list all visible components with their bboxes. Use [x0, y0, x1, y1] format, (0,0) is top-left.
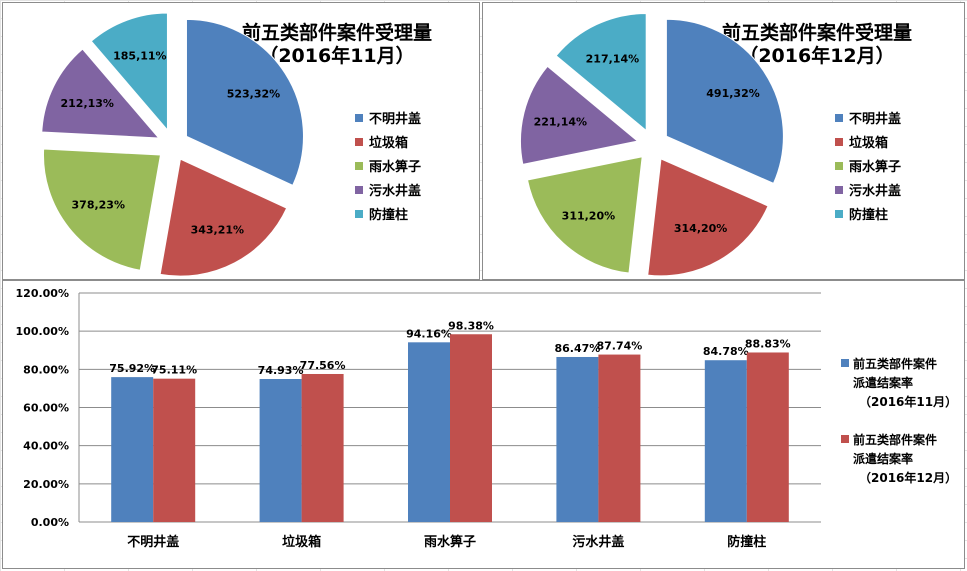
bar-chart-canvas: 0.00% 20.00% 40.00% 60.00% 80.00% 100.00% 120.…: [16, 287, 958, 550]
bar-1-1: [301, 373, 344, 522]
pie-nov-slice-1: [159, 158, 288, 277]
bar-1-4: [746, 352, 789, 522]
pie-nov-slice-label-1: 343,21%: [191, 224, 244, 237]
bar-legend-line-0-1: 派遣结案率: [853, 375, 913, 390]
pie-dec-slice-2: [526, 156, 643, 274]
bar-category-4: 防撞柱: [727, 534, 766, 550]
pie-dec-slice-label-4: 217,14%: [586, 52, 639, 65]
pie-dec-title: 前五类部件案件受理量: [722, 21, 912, 44]
bar-label-0-2: 94.16%: [406, 327, 452, 340]
pie-nov-legend-swatch-3: [355, 186, 363, 194]
pie-dec-legend-label-4: 防撞柱: [849, 207, 888, 223]
bar-1-0: [153, 378, 196, 522]
bar-1-2: [450, 334, 492, 522]
pie-nov-slice-0: [185, 18, 304, 186]
bar-legend-line-1-1: 派遣结案率: [853, 451, 913, 466]
bar-0-2: [408, 342, 450, 522]
bar-0-3: [556, 356, 599, 522]
pie-nov-slice-label-3: 212,13%: [60, 97, 113, 110]
pie-chart-nov: 前五类部件案件受理量 （2016年11月） 523,32% 343,21% 378,…: [2, 2, 480, 280]
pie-dec-slice-1: [647, 158, 769, 277]
pie-nov-legend-label-4: 防撞柱: [369, 207, 408, 223]
pie-chart-nov-canvas: 前五类部件案件受理量 （2016年11月） 523,32% 343,21% 378,…: [41, 12, 432, 277]
bar-label-1-4: 88.83%: [745, 337, 791, 350]
bar-ytick-6: 120.00%: [16, 287, 69, 300]
bar-label-1-1: 77.56%: [300, 359, 346, 372]
bar-ytick-5: 100.00%: [16, 325, 69, 338]
pie-nov-slice-label-4: 185,11%: [113, 49, 166, 62]
pie-dec-slice-label-0: 491,32%: [706, 87, 759, 100]
bar-ytick-0: 0.00%: [31, 516, 69, 529]
pie-nov-title: 前五类部件案件受理量: [242, 21, 432, 44]
pie-chart-dec: 前五类部件案件受理量 （2016年12月） 491,32% 314,20% 311,…: [482, 2, 965, 280]
bar-chart-close-rate: 0.00% 20.00% 40.00% 60.00% 80.00% 100.00% 120.…: [2, 280, 965, 569]
bar-0-0: [111, 377, 154, 522]
bar-legend-line-1-0: 前五类部件案件: [853, 432, 937, 447]
pie-dec-slice-0: [665, 18, 784, 185]
pie-nov-slice-3: [41, 48, 160, 139]
bar-label-1-3: 87.74%: [596, 340, 642, 353]
pie-nov-legend-swatch-1: [355, 138, 363, 146]
bar-legend-line-0-0: 前五类部件案件: [853, 356, 937, 371]
bar-category-0: 不明井盖: [127, 534, 179, 550]
pie-nov-legend-swatch-4: [355, 210, 363, 218]
pie-nov-legend-label-3: 污水井盖: [369, 183, 421, 199]
bar-label-0-0: 75.92%: [109, 362, 155, 375]
bar-ytick-1: 20.00%: [23, 478, 69, 491]
pie-nov-slice-2: [43, 148, 162, 271]
pie-dec-slice-label-1: 314,20%: [674, 222, 727, 235]
pie-dec-legend-label-3: 污水井盖: [849, 183, 901, 199]
pie-dec-slice-label-3: 221,14%: [534, 116, 587, 129]
pie-nov-legend-label-0: 不明井盖: [369, 111, 421, 127]
bar-label-1-0: 75.11%: [151, 364, 197, 377]
pie-dec-subtitle: （2016年12月）: [739, 44, 894, 67]
pie-nov-legend-swatch-0: [355, 114, 363, 122]
pie-dec-legend-swatch-2: [835, 162, 843, 170]
pie-dec-legend-label-1: 垃圾箱: [849, 135, 888, 151]
bar-label-0-4: 84.78%: [703, 345, 749, 358]
bar-legend-line-1-2: （2016年12月）: [859, 470, 957, 485]
pie-nov-legend-label-1: 垃圾箱: [369, 135, 408, 151]
bar-label-1-2: 98.38%: [448, 319, 494, 332]
bar-legend-swatch-0: [841, 359, 849, 367]
pie-nov-slice-4: [90, 12, 168, 132]
bar-label-0-3: 86.47%: [554, 342, 600, 355]
pie-dec-slice-4: [555, 13, 647, 132]
pie-dec-slice-3: [520, 65, 639, 165]
pie-nov-legend-swatch-2: [355, 162, 363, 170]
pie-nov-slice-label-2: 378,23%: [72, 199, 125, 212]
bar-ytick-4: 80.00%: [23, 363, 69, 376]
bar-category-2: 雨水箅子: [424, 534, 476, 550]
pie-nov-slice-label-0: 523,32%: [227, 87, 280, 100]
bar-label-0-1: 74.93%: [258, 364, 304, 377]
pie-nov-legend-label-2: 雨水箅子: [369, 159, 421, 175]
bar-category-3: 污水井盖: [572, 534, 624, 550]
bar-ytick-2: 40.00%: [23, 440, 69, 453]
bar-1-3: [598, 354, 641, 522]
bar-ytick-3: 60.00%: [23, 402, 69, 415]
bar-legend-swatch-1: [841, 435, 849, 443]
pie-dec-legend-swatch-0: [835, 114, 843, 122]
pie-dec-legend-swatch-4: [835, 210, 843, 218]
pie-dec-legend-label-2: 雨水箅子: [849, 159, 901, 175]
bar-legend-line-0-2: （2016年11月）: [859, 394, 957, 409]
bar-category-1: 垃圾箱: [282, 534, 321, 550]
bar-0-4: [704, 360, 747, 522]
pie-dec-legend-swatch-3: [835, 186, 843, 194]
pie-nov-subtitle: （2016年11月）: [259, 44, 414, 67]
pie-dec-slice-label-2: 311,20%: [562, 209, 615, 222]
pie-dec-legend-label-0: 不明井盖: [849, 111, 901, 127]
pie-chart-dec-canvas: 前五类部件案件受理量 （2016年12月） 491,32% 314,20% 311,…: [520, 13, 912, 277]
bar-0-1: [259, 379, 302, 522]
pie-dec-legend-swatch-1: [835, 138, 843, 146]
